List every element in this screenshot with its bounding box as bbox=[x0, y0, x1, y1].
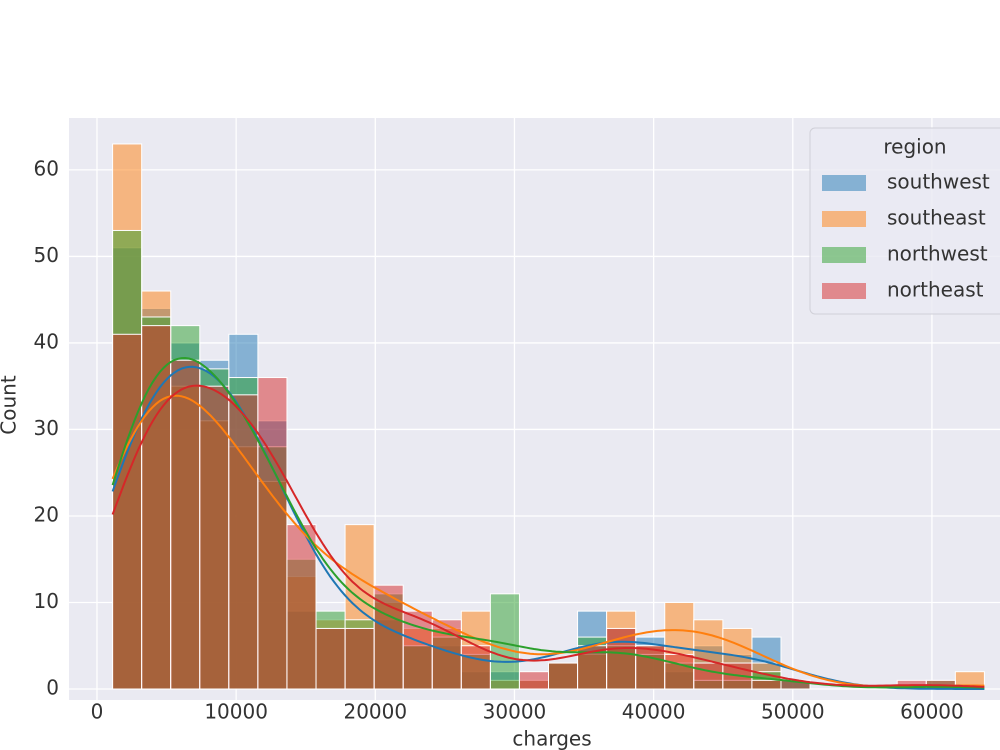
kde-curve bbox=[111, 384, 985, 688]
legend-label: southwest bbox=[887, 170, 990, 194]
legend-label: southeast bbox=[887, 206, 986, 230]
bar bbox=[112, 333, 143, 690]
y-tick-label: 30 bbox=[34, 416, 59, 440]
bar bbox=[693, 662, 724, 690]
kde-curve bbox=[111, 394, 985, 688]
y-tick-label: 50 bbox=[34, 243, 59, 267]
x-axis-label: charges bbox=[512, 727, 591, 750]
bar bbox=[199, 385, 230, 690]
legend-box bbox=[809, 127, 1000, 315]
y-tick-label: 10 bbox=[34, 589, 59, 613]
bar bbox=[548, 662, 579, 690]
x-tick-label: 30000 bbox=[483, 700, 547, 724]
legend-title: region bbox=[883, 135, 946, 159]
legend-swatch bbox=[822, 211, 866, 227]
x-tick-label: 60000 bbox=[900, 700, 964, 724]
y-tick-label: 20 bbox=[34, 502, 59, 526]
bar bbox=[315, 627, 346, 690]
legend-swatch bbox=[822, 175, 866, 191]
bar bbox=[635, 645, 666, 690]
bar bbox=[257, 377, 288, 690]
x-tick-label: 40000 bbox=[622, 700, 686, 724]
bar bbox=[344, 627, 375, 690]
x-tick-label: 20000 bbox=[343, 700, 407, 724]
y-tick-label: 60 bbox=[34, 156, 59, 180]
x-tick-label: 50000 bbox=[761, 700, 825, 724]
legend-swatch bbox=[822, 283, 866, 299]
bar bbox=[664, 653, 695, 690]
bar bbox=[751, 679, 782, 690]
x-tick-label: 10000 bbox=[204, 700, 268, 724]
y-tick-label: 40 bbox=[34, 329, 59, 353]
legend-label: northeast bbox=[887, 278, 984, 302]
y-axis-label: Count bbox=[0, 375, 21, 435]
x-tick-label: 0 bbox=[91, 700, 104, 724]
bar bbox=[170, 359, 201, 690]
bar bbox=[286, 524, 317, 690]
bar bbox=[460, 645, 491, 690]
y-tick-label: 0 bbox=[46, 676, 59, 700]
legend-swatch bbox=[822, 247, 866, 263]
bar bbox=[518, 671, 550, 690]
bar bbox=[228, 394, 259, 690]
legend-label: northwest bbox=[887, 242, 988, 266]
